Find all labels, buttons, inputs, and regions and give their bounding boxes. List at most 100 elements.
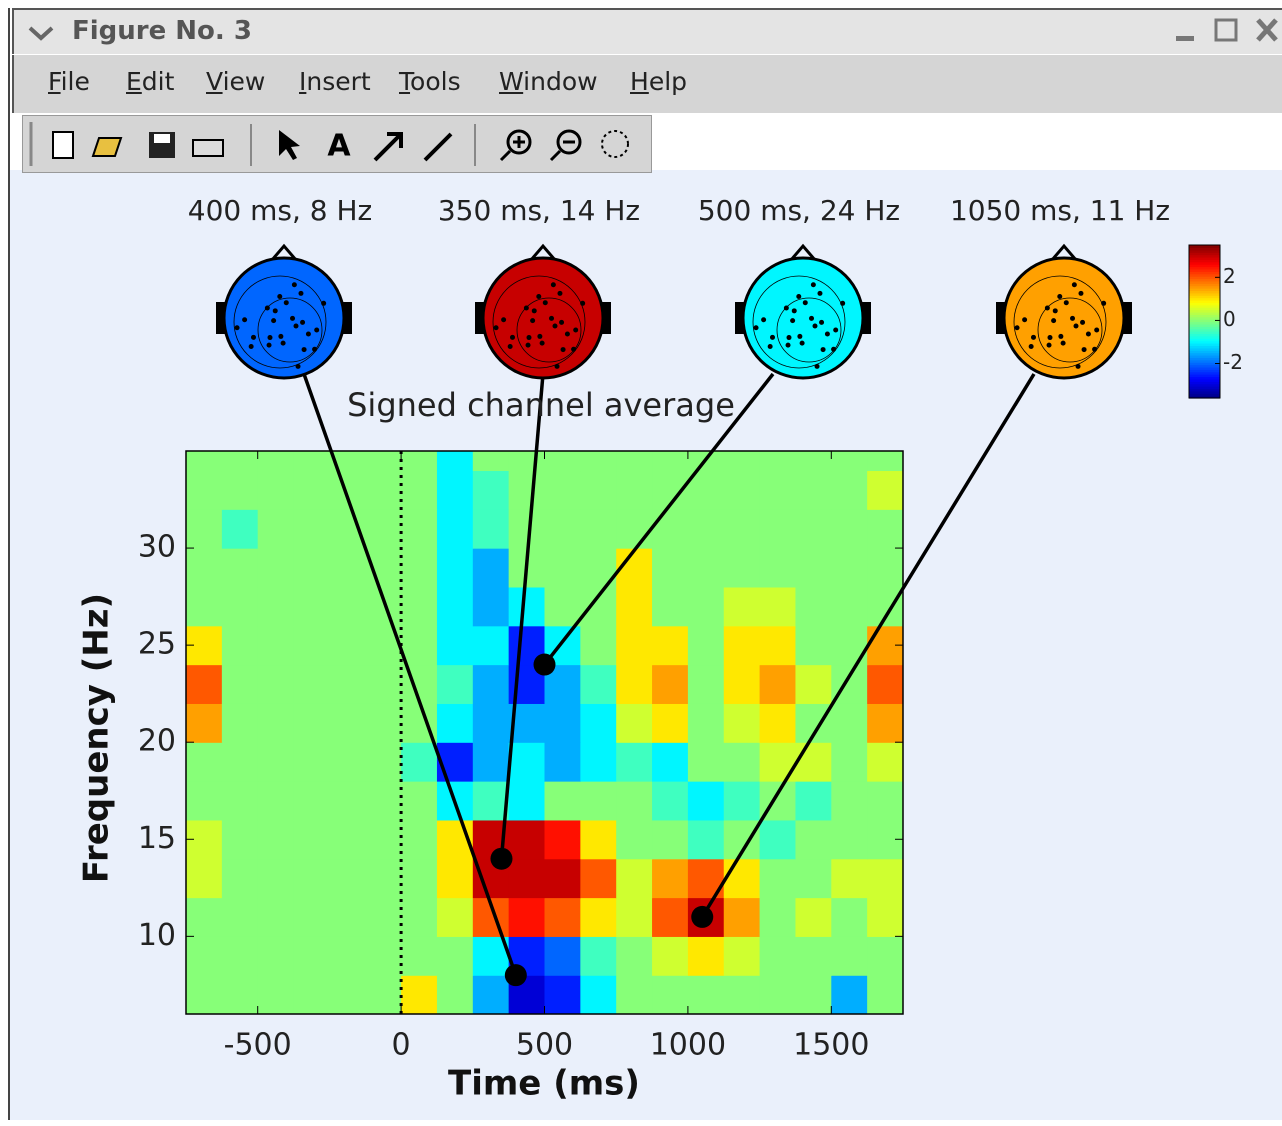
topo-electrode: [312, 347, 317, 352]
menu-item[interactable]: Window: [499, 67, 598, 96]
heatmap-cell: [329, 703, 365, 742]
menu-item[interactable]: Edit: [126, 67, 174, 96]
heatmap-cell: [795, 509, 831, 548]
heatmap-cell: [258, 820, 294, 859]
heatmap-cell: [688, 936, 724, 975]
heatmap-cell: [401, 470, 437, 509]
heatmap-cell: [294, 665, 330, 704]
heatmap-cell: [795, 781, 831, 820]
heatmap-cell: [580, 703, 616, 742]
window-controls[interactable]: [1174, 14, 1282, 48]
heatmap-cell: [831, 975, 867, 1014]
heatmap-cell: [616, 781, 652, 820]
heatmap-cell: [294, 742, 330, 781]
topo-electrode: [1015, 325, 1020, 330]
heatmap-cell: [186, 898, 222, 937]
heatmap-cell: [258, 936, 294, 975]
menu-item[interactable]: Insert: [299, 67, 371, 96]
window-menu-icon[interactable]: [26, 18, 56, 48]
menu-item[interactable]: Tools: [399, 67, 461, 96]
heatmap-cell: [437, 703, 473, 742]
point-marker: [691, 906, 713, 928]
heatmap-cell: [724, 859, 760, 898]
point-marker: [534, 654, 556, 676]
heatmap-cell: [509, 820, 545, 859]
heatmap-cell: [867, 665, 903, 704]
toolbar-icons[interactable]: A: [23, 116, 651, 172]
heatmap-cell: [437, 548, 473, 587]
heatmap-cell: [294, 470, 330, 509]
topo-electrode: [557, 291, 562, 296]
heatmap-cell: [473, 509, 509, 548]
heatmap-cell: [437, 587, 473, 626]
heatmap-cell: [831, 509, 867, 548]
menu-item[interactable]: Help: [630, 67, 687, 96]
heatmap-cell: [222, 470, 258, 509]
topo-electrode: [840, 301, 845, 306]
heatmap-cell: [652, 859, 688, 898]
topo-electrode: [1022, 317, 1027, 322]
heatmap-cell: [795, 587, 831, 626]
heatmap-cell: [652, 742, 688, 781]
heatmap-cell: [580, 626, 616, 665]
topo-electrode: [1047, 343, 1052, 348]
heatmap-cell: [222, 859, 258, 898]
heatmap-cell: [688, 820, 724, 859]
topo-electrode: [536, 294, 541, 299]
heatmap-cell: [760, 898, 796, 937]
menu-item[interactable]: File: [48, 67, 90, 96]
heatmap-cell: [867, 859, 903, 898]
heatmap-cell: [867, 470, 903, 509]
topo-electrode: [235, 325, 240, 330]
heatmap-cell: [652, 665, 688, 704]
heatmap-cell: [329, 548, 365, 587]
heatmap-cell: [329, 587, 365, 626]
heatmap-cell: [509, 859, 545, 898]
topo-electrode: [1092, 347, 1097, 352]
topo-electrode: [551, 282, 556, 287]
heatmap-cell: [867, 548, 903, 587]
heatmap-cell: [795, 626, 831, 665]
heatmap-cell: [831, 703, 867, 742]
heatmap-cell: [186, 509, 222, 548]
heatmap-cell: [652, 781, 688, 820]
heatmap-cell: [831, 936, 867, 975]
heatmap-cell: [616, 626, 652, 665]
heatmap-cell: [365, 703, 401, 742]
heatmap-cell: [831, 626, 867, 665]
heatmap-cell: [724, 665, 760, 704]
heatmap-cell: [724, 742, 760, 781]
heatmap-cell: [831, 781, 867, 820]
heatmap-cell: [329, 975, 365, 1014]
heatmap-cell: [509, 742, 545, 781]
heatmap-cell: [222, 665, 258, 704]
heatmap-cell: [688, 742, 724, 781]
heatmap-cell: [724, 470, 760, 509]
topo-electrode: [797, 334, 802, 339]
heatmap-cell: [724, 548, 760, 587]
topo-electrode: [277, 294, 282, 299]
heatmap-cell: [795, 936, 831, 975]
topo-title: 1050 ms, 11 Hz: [950, 194, 1170, 227]
heatmap-cell: [760, 703, 796, 742]
heatmap-cell: [509, 898, 545, 937]
topo-electrode: [555, 364, 560, 369]
menu-item[interactable]: View: [206, 67, 265, 96]
heatmap-cell: [473, 665, 509, 704]
heatmap-cell: [867, 936, 903, 975]
heatmap-cell: [186, 975, 222, 1014]
heatmap-cell: [652, 936, 688, 975]
heatmap-cell: [652, 548, 688, 587]
topo-electrode: [800, 341, 805, 346]
topo-electrode: [242, 317, 247, 322]
heatmap-cell: [760, 587, 796, 626]
topo-electrode: [817, 291, 822, 296]
heatmap-cell: [186, 703, 222, 742]
title-bar: Figure No. 3: [12, 8, 1282, 54]
colorbar-tick-label: 2: [1223, 264, 1236, 288]
heatmap-cell: [760, 509, 796, 548]
heatmap-cell: [258, 587, 294, 626]
topo-electrode: [1029, 344, 1034, 349]
topo-electrode: [1082, 347, 1087, 352]
window-title: Figure No. 3: [72, 16, 252, 46]
